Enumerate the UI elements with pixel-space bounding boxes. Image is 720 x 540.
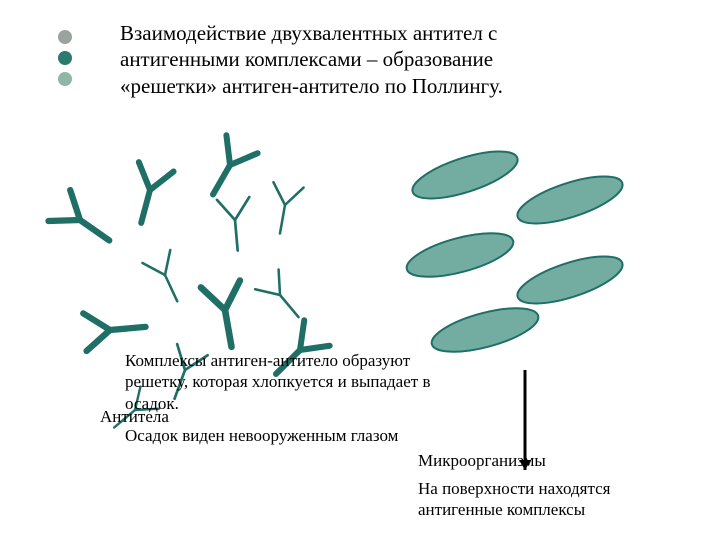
microorganism-ellipse	[407, 142, 522, 208]
bullet-dot	[58, 51, 72, 65]
slide-canvas: Взаимодействие двухвалентных антител с а…	[0, 0, 720, 540]
bullet-dot	[58, 72, 72, 86]
antibody-icon	[124, 162, 174, 227]
bullet-dot	[58, 30, 72, 44]
surface-note: На поверхности находятся антигенные комп…	[418, 478, 668, 521]
antibody-icon	[265, 182, 304, 236]
antibody-icon	[201, 281, 251, 351]
antibody-icon	[83, 308, 147, 351]
title-bullets	[58, 30, 72, 86]
microorganism-ellipse	[512, 167, 627, 233]
microorganisms-label: Микроорганизмы	[418, 450, 598, 471]
antibody-icon	[143, 250, 192, 308]
antibody-icon	[217, 197, 254, 252]
complex-description: Комплексы антиген-антитело образуют реше…	[125, 350, 455, 414]
antibody-icon	[49, 190, 121, 256]
microorganism-ellipse	[402, 224, 517, 285]
antibody-icon	[255, 270, 310, 327]
slide-title: Взаимодействие двухвалентных антител с а…	[120, 20, 590, 99]
sediment-note: Осадок виден невооруженным глазом	[125, 425, 485, 446]
antibody-icon	[197, 135, 257, 203]
microorganism-ellipse	[512, 247, 627, 313]
